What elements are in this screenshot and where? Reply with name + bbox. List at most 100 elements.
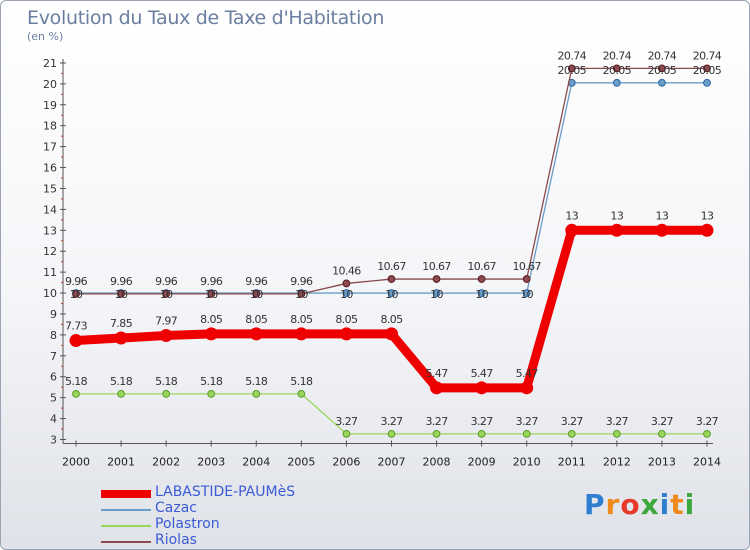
data-label: 8.05: [335, 313, 358, 326]
data-label: 5.47: [426, 367, 449, 380]
data-point: [612, 78, 621, 87]
data-point: [117, 389, 125, 398]
data-point: [72, 289, 80, 298]
x-tick-label: 2001: [107, 456, 135, 469]
data-point: [207, 289, 216, 298]
data-point: [339, 327, 353, 341]
y-tick-label: 21: [43, 57, 57, 70]
data-label: 5.47: [471, 367, 494, 380]
data-label: 3.27: [696, 415, 719, 428]
data-label: 3.27: [380, 415, 403, 428]
data-point: [565, 223, 579, 237]
y-tick-label: 20: [43, 78, 57, 91]
data-point: [294, 327, 308, 341]
data-point: [567, 64, 576, 73]
data-label: 20.05: [648, 64, 677, 77]
data-point: [249, 327, 263, 341]
y-tick-label: 13: [43, 224, 57, 237]
data-point: [612, 429, 621, 438]
data-label: 20.05: [603, 64, 632, 77]
y-tick-label: 18: [43, 120, 57, 133]
y-tick-label: 6: [50, 371, 57, 384]
x-tick-label: 2006: [332, 456, 360, 469]
legend-swatch: [101, 509, 151, 511]
y-tick-label: 5: [50, 392, 57, 405]
data-point: [477, 275, 486, 283]
data-label: 3.27: [426, 415, 449, 428]
data-label: 8.05: [245, 313, 268, 326]
data-label: 10: [430, 288, 443, 301]
data-label: 20.74: [558, 49, 587, 62]
data-label: 7.97: [155, 315, 178, 328]
data-label: 10: [475, 288, 488, 301]
x-tick-label: 2004: [242, 456, 270, 469]
data-label: 10: [115, 288, 128, 301]
data-point: [342, 289, 351, 297]
data-label: 10: [250, 288, 263, 301]
data-label: 9.96: [245, 275, 268, 288]
legend-swatch: [101, 525, 151, 527]
data-point: [342, 429, 351, 438]
data-label: 5.18: [200, 375, 223, 388]
data-label: 20.74: [693, 49, 722, 62]
x-tick-label: 2010: [513, 456, 541, 469]
legend-swatch: [101, 490, 151, 498]
x-tick-label: 2007: [377, 456, 405, 469]
data-label: 10.67: [467, 260, 496, 273]
data-point: [477, 289, 486, 297]
y-tick-label: 16: [43, 162, 57, 175]
brand-letter: P: [584, 488, 606, 521]
data-label: 5.47: [516, 367, 539, 380]
data-point: [522, 275, 531, 283]
y-tick-label: 14: [43, 203, 57, 216]
legend-label: LABASTIDE-PAUMèS: [155, 484, 296, 500]
y-tick-label: 10: [43, 287, 57, 300]
x-tick-label: 2013: [648, 456, 676, 469]
data-point: [162, 389, 171, 398]
data-point: [432, 275, 441, 283]
y-tick-label: 12: [43, 245, 57, 258]
data-label: 3.27: [651, 415, 674, 428]
data-label: 10: [160, 288, 173, 301]
brand-letter: i: [659, 488, 671, 521]
data-point: [658, 64, 666, 73]
x-tick-label: 2005: [287, 456, 315, 469]
data-label: 7.73: [65, 320, 88, 333]
data-label: 3.27: [606, 415, 629, 428]
data-point: [612, 64, 621, 73]
series-line: [71, 225, 712, 393]
data-point: [204, 327, 218, 341]
brand-letter: i: [684, 488, 696, 521]
data-point: [432, 429, 441, 438]
data-point: [297, 289, 306, 298]
data-label: 13: [656, 209, 669, 222]
brand-letter: o: [620, 488, 641, 521]
data-point: [117, 289, 125, 298]
data-label: 13: [610, 209, 623, 222]
data-label: 10: [205, 288, 218, 301]
data-point: [159, 329, 173, 343]
data-label: 20.05: [693, 64, 722, 77]
data-point: [703, 78, 711, 87]
x-tick-label: 2000: [62, 456, 90, 469]
x-tick-label: 2014: [693, 456, 721, 469]
data-point: [432, 289, 441, 297]
data-label: 10.46: [332, 264, 361, 277]
data-label: 10: [340, 288, 353, 301]
data-label: 20.74: [648, 49, 677, 62]
data-label: 9.96: [110, 275, 133, 288]
data-label: 5.18: [155, 375, 178, 388]
data-point: [658, 429, 666, 438]
data-point: [387, 275, 396, 283]
y-tick-label: 11: [43, 266, 57, 279]
legend-swatch: [101, 541, 151, 543]
data-label: 9.96: [290, 275, 313, 288]
data-label: 3.27: [335, 415, 358, 428]
data-point: [700, 223, 714, 237]
brand-letter: t: [670, 488, 685, 521]
data-point: [522, 289, 531, 297]
data-point: [342, 279, 351, 288]
y-tick-label: 3: [50, 434, 57, 447]
